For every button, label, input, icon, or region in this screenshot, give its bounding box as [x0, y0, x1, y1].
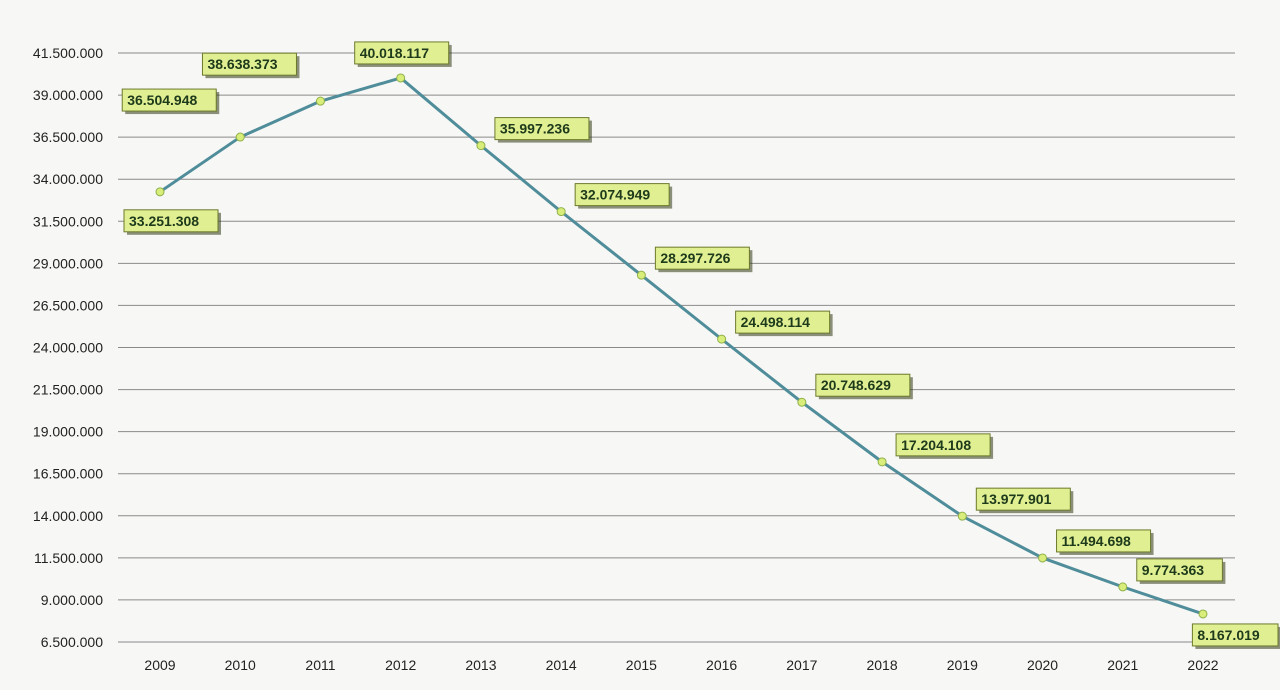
data-label-text: 13.977.901 [981, 491, 1051, 507]
data-label-box [1191, 623, 1279, 647]
data-point [797, 397, 807, 407]
gridlines [118, 52, 1235, 643]
data-label: 24.498.114 [735, 310, 833, 337]
x-tick-label: 2015 [626, 657, 657, 673]
data-label-box [121, 88, 217, 112]
data-label: 13.977.901 [975, 487, 1074, 514]
data-label-box [1056, 529, 1152, 553]
y-tick-label: 19.000.000 [33, 424, 103, 440]
data-label: 17.204.108 [895, 433, 994, 459]
data-label-box [815, 373, 911, 397]
data-label-box [654, 246, 750, 270]
data-label-text: 28.297.726 [660, 250, 730, 266]
data-label-box [494, 117, 590, 141]
data-label-text: 9.774.363 [1142, 562, 1204, 578]
data-labels: 33.251.308 36.504.948 38.638.373 40.018.117… [121, 41, 1280, 649]
data-point [396, 73, 406, 83]
x-tick-label: 2009 [144, 657, 175, 673]
data-point [1118, 582, 1128, 592]
data-label-text: 24.498.114 [741, 314, 811, 330]
data-label-text: 8.167.019 [1197, 627, 1259, 643]
y-axis-ticks: 6.500.000 9.000.000 11.500.000 14.000.000 16… [33, 45, 103, 650]
data-label-box [895, 433, 991, 457]
x-tick-label: 2016 [706, 657, 737, 673]
y-tick-label: 16.500.000 [33, 466, 103, 482]
data-point [1038, 553, 1048, 563]
x-tick-label: 2019 [947, 657, 978, 673]
data-label: 38.638.373 [201, 52, 300, 79]
data-label-box [735, 310, 831, 334]
y-tick-label: 21.500.000 [33, 382, 103, 398]
x-tick-label: 2013 [465, 657, 496, 673]
y-tick-label: 29.000.000 [33, 255, 103, 271]
data-point [556, 207, 566, 217]
data-point [315, 96, 325, 106]
data-label-text: 32.074.949 [580, 187, 650, 203]
x-tick-label: 2010 [225, 657, 256, 673]
data-point [957, 511, 967, 521]
data-label: 11.494.698 [1056, 529, 1154, 555]
data-label-text: 11.494.698 [1062, 533, 1132, 549]
x-tick-label: 2012 [385, 657, 416, 673]
y-tick-label: 41.500.000 [33, 45, 103, 61]
data-label: 28.297.726 [654, 246, 753, 273]
data-label-box [201, 52, 297, 76]
data-label: 35.997.236 [494, 117, 592, 143]
x-tick-label: 2018 [866, 657, 897, 673]
y-tick-label: 26.500.000 [33, 297, 103, 313]
data-label: 9.774.363 [1136, 558, 1226, 584]
data-point [476, 141, 486, 151]
data-point [877, 457, 887, 467]
data-point [1198, 609, 1208, 619]
y-tick-label: 31.500.000 [33, 213, 103, 229]
data-label-text: 40.018.117 [360, 45, 430, 61]
data-label: 8.167.019 [1191, 623, 1280, 649]
data-point [717, 334, 727, 344]
data-label-box [123, 209, 219, 233]
data-label: 40.018.117 [354, 41, 452, 67]
data-label-text: 17.204.108 [901, 437, 971, 453]
y-tick-label: 34.000.000 [33, 171, 103, 187]
data-point [636, 270, 646, 280]
x-tick-label: 2020 [1027, 657, 1058, 673]
data-label: 32.074.949 [574, 183, 673, 209]
y-tick-label: 11.500.000 [34, 550, 103, 566]
data-point [235, 132, 245, 142]
y-tick-label: 36.500.000 [33, 129, 103, 145]
data-label-box [1136, 558, 1223, 582]
data-label: 33.251.308 [123, 209, 221, 235]
y-tick-label: 14.000.000 [33, 508, 103, 524]
series-line-group [159, 76, 1204, 616]
data-label-text: 33.251.308 [129, 213, 199, 229]
data-label-box [574, 183, 670, 207]
y-tick-label: 9.000.000 [41, 592, 103, 608]
x-tick-label: 2021 [1107, 657, 1138, 673]
y-tick-label: 6.500.000 [41, 634, 103, 650]
x-axis-ticks: 2009 2010 2011 2012 2013 2014 2015 2016 2017 2018… [144, 657, 1218, 673]
y-tick-label: 39.000.000 [33, 87, 103, 103]
data-label: 36.504.948 [121, 88, 220, 115]
data-label-box [354, 41, 450, 65]
x-tick-label: 2022 [1187, 657, 1218, 673]
x-tick-label: 2017 [786, 657, 817, 673]
data-label-text: 36.504.948 [127, 92, 197, 108]
data-label-text: 35.997.236 [500, 121, 570, 137]
x-tick-label: 2014 [546, 657, 577, 673]
x-tick-label: 2011 [305, 657, 335, 673]
data-label: 20.748.629 [815, 373, 913, 400]
data-label-box [975, 487, 1071, 511]
data-label-text: 38.638.373 [207, 56, 277, 72]
y-tick-label: 24.000.000 [33, 340, 103, 356]
series-line [159, 76, 1204, 616]
data-point [155, 187, 165, 197]
data-label-text: 20.748.629 [821, 377, 891, 393]
data-points [155, 73, 1208, 619]
